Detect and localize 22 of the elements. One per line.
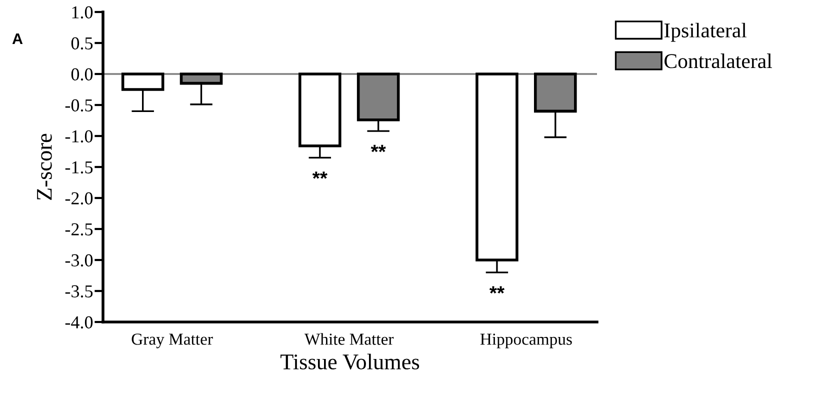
y-tick-label: -1.0 <box>65 130 93 143</box>
x-tick-label: White Matter <box>304 333 394 345</box>
y-tick-label: 1.0 <box>72 6 93 19</box>
x-tick-label: Hippocampus <box>480 334 572 348</box>
y-axis-title: Z-score <box>37 134 52 200</box>
y-tick-label: -4.0 <box>65 316 93 329</box>
x-axis-title: Tissue Volumes <box>280 354 420 370</box>
text: A <box>12 33 23 44</box>
y-tick-label: -0.5 <box>65 99 93 112</box>
y-tick-label: 0.5 <box>71 37 93 50</box>
y-tick-label: -3.0 <box>65 254 93 267</box>
data-label: ** <box>489 286 505 294</box>
y-tick-label: -2.0 <box>65 192 93 205</box>
data-label: ** <box>312 172 328 179</box>
y-tick-label: -2.5 <box>65 223 93 236</box>
y-tick-label: -1.5 <box>65 161 93 174</box>
y-tick-label: -3.5 <box>65 285 93 298</box>
y-tick-label: 0.0 <box>71 68 93 81</box>
x-tick-label: Gray Matter <box>132 334 213 348</box>
legend-label: Ipsilateral <box>664 22 747 42</box>
legend-label: Contralateral <box>664 54 772 68</box>
data-label: ** <box>370 144 386 152</box>
